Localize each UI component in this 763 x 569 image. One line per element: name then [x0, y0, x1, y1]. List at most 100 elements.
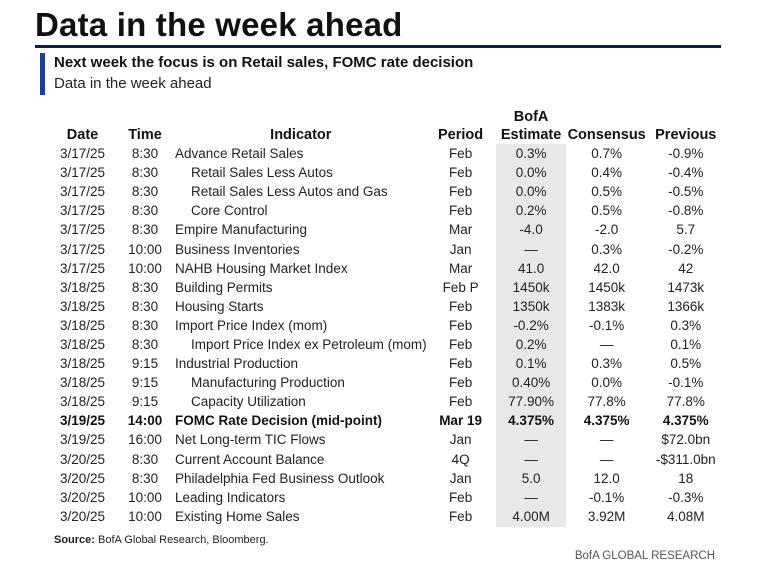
cell-consensus: -2.0: [595, 222, 619, 238]
cell-date: 3/18/25: [59, 279, 106, 295]
cell-date: 3/18/25: [59, 336, 106, 352]
table-row: 3/20/25 10:00 Existing Home Sales Feb 4.00M 3…: [50, 507, 726, 526]
cell-time: 9:15: [131, 394, 159, 410]
table-row: 3/18/25 9:15 Capacity Utilization Feb 77.90%…: [50, 392, 726, 411]
cell-time: 8:30: [131, 451, 159, 467]
cell-date: 3/17/25: [59, 184, 106, 200]
table-caption: Data in the week ahead: [54, 75, 212, 92]
cell-estimate: —: [524, 432, 538, 448]
cell-previous: -$311.0bn: [655, 451, 716, 467]
cell-indicator: Retail Sales Less Autos and Gas: [191, 184, 388, 200]
cell-time: 8:30: [131, 336, 159, 352]
cell-indicator: Empire Manufacturing: [175, 222, 308, 238]
cell-time: 8:30: [131, 298, 159, 314]
cell-estimate: 0.1%: [515, 356, 547, 372]
cell-previous: 0.5%: [670, 356, 702, 372]
header-period: Period: [438, 127, 484, 143]
cell-estimate: —: [524, 451, 538, 467]
cell-time: 10:00: [128, 260, 162, 276]
cell-date: 3/17/25: [59, 260, 106, 276]
cell-period: Feb: [448, 336, 473, 352]
cell-previous: -0.2%: [668, 241, 704, 257]
estimate-column-shade: [496, 144, 566, 527]
cell-estimate: -4.0: [519, 222, 543, 238]
cell-date: 3/20/25: [59, 489, 106, 505]
title-divider: [35, 45, 721, 48]
cell-previous: 77.8%: [666, 394, 705, 410]
table-row: 3/20/25 10:00 Leading Indicators Feb — -0.1% -…: [50, 488, 726, 507]
cell-period: Mar: [448, 222, 473, 238]
cell-indicator: Capacity Utilization: [191, 394, 306, 410]
cell-time: 8:30: [131, 184, 159, 200]
footer-brand: BofA GLOBAL RESEARCH: [574, 550, 715, 562]
cell-indicator: Manufacturing Production: [191, 375, 345, 391]
cell-date: 3/17/25: [59, 203, 106, 219]
table-row: 3/20/25 8:30 Philadelphia Fed Business Out…: [50, 469, 726, 488]
table-row: 3/17/25 10:00 Business Inventories Jan — 0.3%…: [50, 239, 726, 258]
cell-time: 10:00: [128, 508, 162, 524]
cell-time: 8:30: [131, 317, 159, 333]
cell-date: 3/19/25: [59, 432, 106, 448]
cell-period: Feb: [448, 394, 473, 410]
cell-date: 3/17/25: [59, 241, 106, 257]
cell-indicator: Retail Sales Less Autos: [191, 165, 333, 181]
cell-date: 3/17/25: [59, 222, 106, 238]
cell-date: 3/17/25: [59, 146, 106, 162]
table-row: 3/17/25 10:00 NAHB Housing Market Index Mar…: [50, 259, 726, 278]
header-time: Time: [128, 127, 162, 143]
cell-consensus: 0.3%: [591, 356, 623, 372]
cell-indicator: Current Account Balance: [175, 451, 325, 467]
cell-previous: 42: [678, 260, 694, 276]
cell-consensus: 0.5%: [591, 184, 623, 200]
cell-indicator: Existing Home Sales: [175, 508, 300, 524]
cell-indicator: Import Price Index (mom): [175, 317, 328, 333]
cell-estimate: 41.0: [517, 260, 545, 276]
cell-time: 10:00: [128, 489, 162, 505]
cell-consensus: 0.0%: [591, 375, 623, 391]
cell-period: Feb: [448, 356, 473, 372]
table-row: 3/17/25 8:30 Advance Retail Sales Feb 0.3% 0.…: [50, 144, 726, 163]
cell-period: Mar: [448, 260, 473, 276]
cell-consensus: 0.7%: [591, 146, 623, 162]
cell-consensus: -0.1%: [589, 489, 625, 505]
cell-indicator: Philadelphia Fed Business Outlook: [175, 470, 385, 486]
cell-consensus: 3.92M: [587, 508, 626, 524]
table-row: 3/18/25 8:30 Import Price Index (mom) Feb -0…: [50, 316, 726, 335]
cell-estimate: 0.2%: [515, 336, 547, 352]
cell-date: 3/20/25: [59, 451, 106, 467]
cell-period: Feb: [448, 165, 473, 181]
cell-consensus: 1383k: [588, 298, 626, 314]
cell-previous: -0.5%: [668, 184, 704, 200]
cell-consensus: 4.375%: [583, 413, 630, 429]
cell-previous: 0.3%: [670, 317, 702, 333]
cell-estimate: 77.90%: [508, 394, 554, 410]
cell-time: 8:30: [131, 203, 159, 219]
cell-time: 8:30: [131, 146, 159, 162]
cell-previous: 4.08M: [666, 508, 705, 524]
cell-previous: 1473k: [667, 279, 705, 295]
cell-time: 14:00: [127, 413, 163, 429]
cell-consensus: —: [599, 336, 614, 352]
cell-indicator: FOMC Rate Decision (mid-point): [175, 413, 382, 429]
cell-period: Feb: [448, 203, 473, 219]
cell-period: Feb: [448, 489, 473, 505]
table-row: 3/19/25 14:00 FOMC Rate Decision (mid-poin…: [50, 411, 726, 430]
source-label: Source:: [54, 534, 95, 546]
cell-estimate: 0.3%: [515, 146, 547, 162]
cell-estimate: —: [524, 489, 538, 505]
cell-indicator: Housing Starts: [175, 298, 264, 314]
header-estimate-line1: BofA: [513, 109, 549, 125]
header-estimate: BofA Estimate: [495, 104, 568, 144]
cell-previous: $72.0bn: [661, 432, 711, 448]
cell-period: Feb: [448, 375, 473, 391]
header-previous: Previous: [655, 127, 717, 143]
cell-previous: 0.1%: [670, 336, 702, 352]
cell-indicator: Leading Indicators: [175, 489, 286, 505]
calendar-table: Date Time Indicator Period BofA Estimate …: [50, 104, 726, 526]
cell-estimate: 0.40%: [511, 375, 551, 391]
cell-estimate: 0.2%: [515, 203, 547, 219]
cell-indicator: Net Long-term TIC Flows: [175, 432, 326, 448]
header-date: Date: [66, 127, 99, 143]
table-row: 3/18/25 8:30 Import Price Index ex Petrole…: [50, 335, 726, 354]
cell-period: Feb: [448, 298, 473, 314]
